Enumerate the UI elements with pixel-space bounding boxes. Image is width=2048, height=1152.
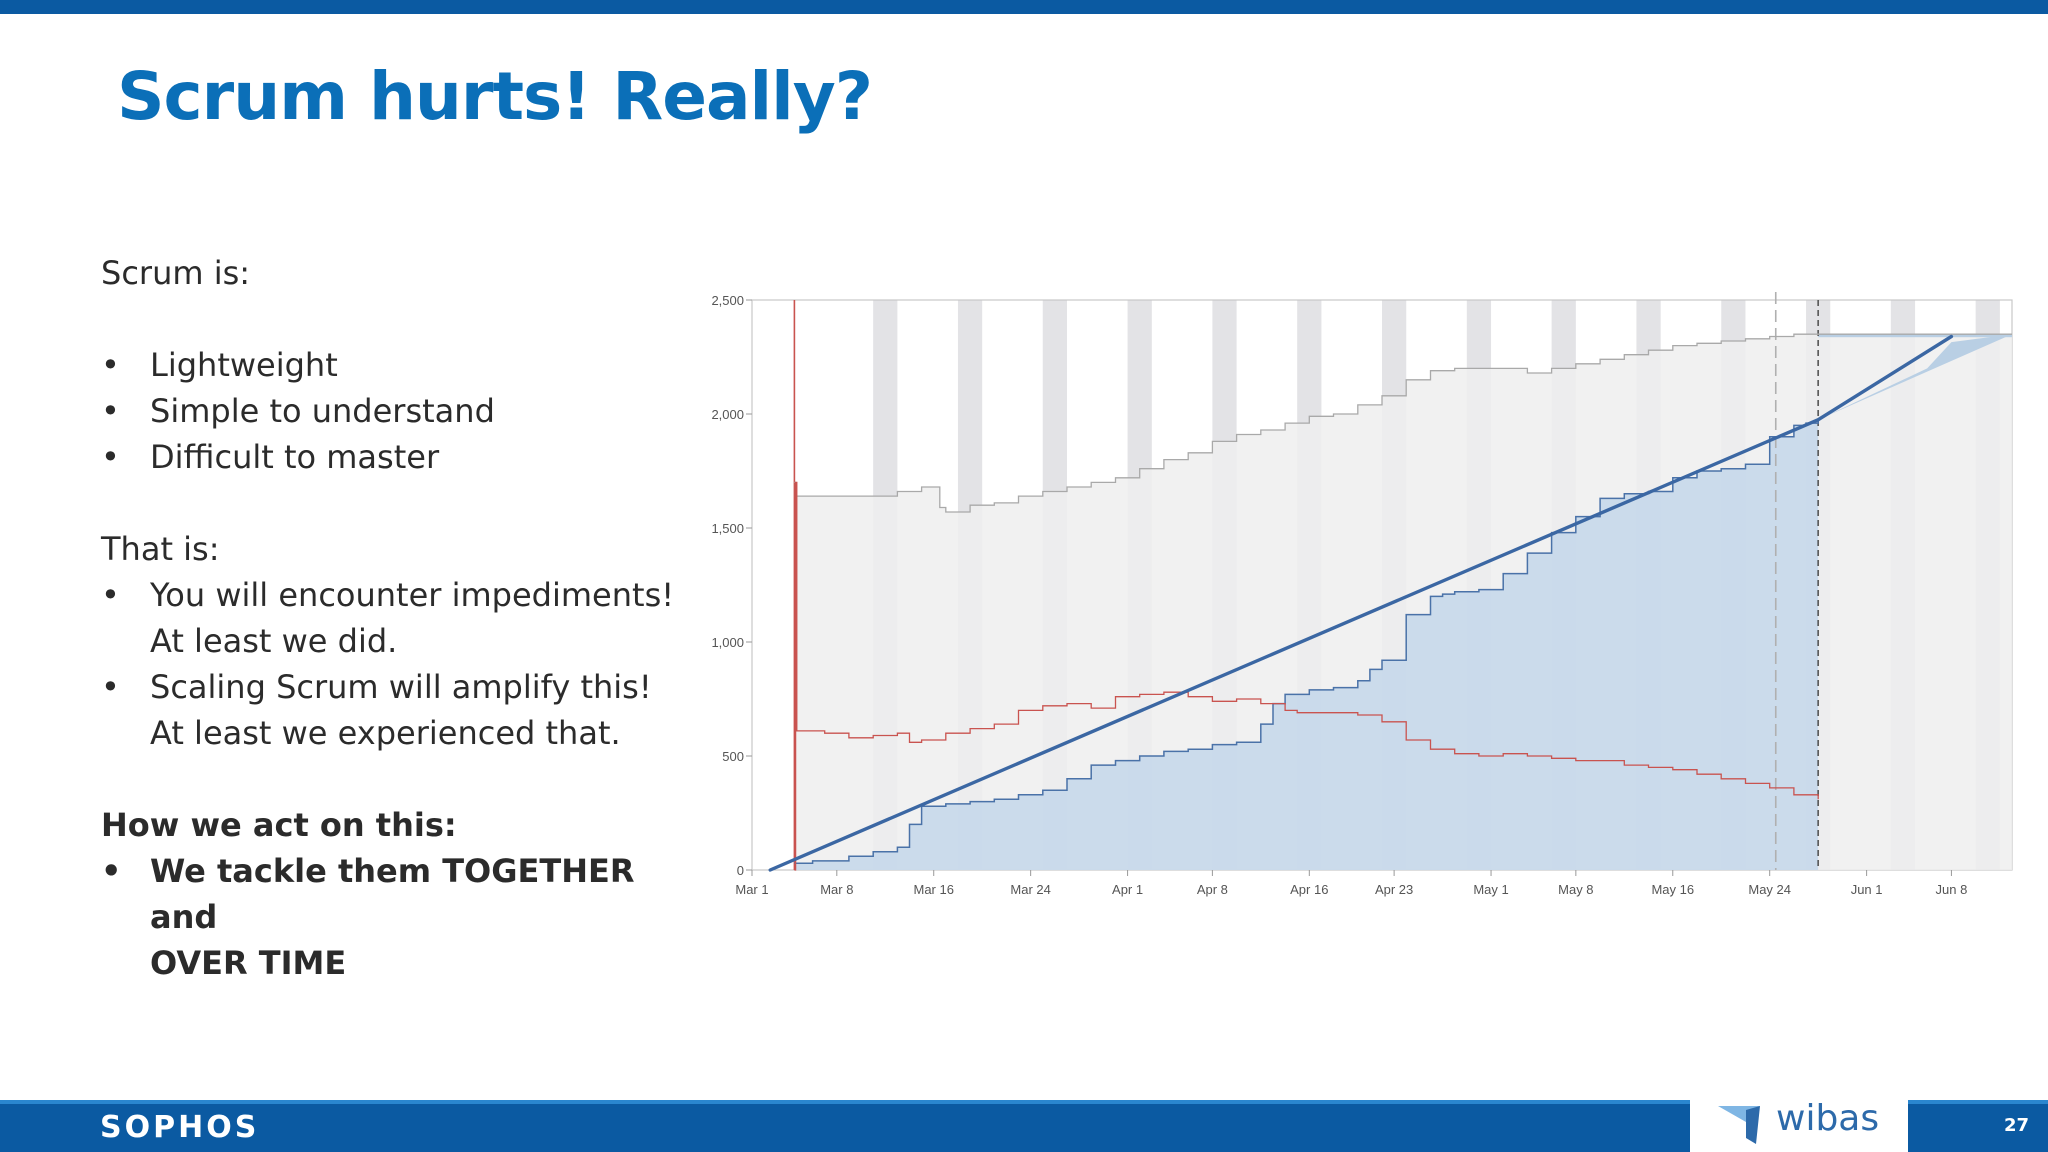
that-is-bullet-list: You will encounter impediments! At least… [101,572,691,756]
forecast-band [1818,334,2012,338]
y-tick-label-3: 1,500 [711,521,744,536]
bullet-scaling-line1: Scaling Scrum will amplify this! [150,668,652,706]
bullet-lightweight: Lightweight [101,342,691,388]
remaining-line [794,481,1819,871]
wibas-logo-box [1690,1086,1908,1152]
bullet-impediments-line2: At least we did. [150,622,398,660]
bullet-together-line1: We tackle them TOGETHER and [150,852,635,936]
chart-lines [768,333,2012,872]
wibas-logo-icon [1718,1106,1760,1144]
scope-line [794,333,2012,513]
bullet-difficult: Difficult to master [101,434,691,480]
action-heading: How we act on this: [101,806,457,844]
y-tick-label-4: 2,000 [711,407,744,422]
x-tick-label-12: Jun 1 [1851,882,1883,897]
x-tick-label-7: Apr 23 [1375,882,1413,897]
intro-text: Scrum is: [101,254,251,292]
bullet-simple: Simple to understand [101,388,691,434]
x-tick-label-11: May 24 [1748,882,1791,897]
x-tick-label-0: Mar 1 [735,882,768,897]
completed-line [794,419,1819,864]
intro-bullet-list: Lightweight Simple to understand Difficu… [101,342,691,480]
bullet-impediments: You will encounter impediments! At least… [101,572,691,664]
x-tick-label-13: Jun 8 [1936,882,1968,897]
y-tick-label-0: 0 [737,863,744,878]
bullet-together-line2: OVER TIME [150,944,347,982]
x-tick-label-1: Mar 8 [820,882,853,897]
y-tick-label-2: 1,000 [711,635,744,650]
x-tick-label-8: May 1 [1473,882,1508,897]
wibas-logo-text: wibas [1776,1098,1880,1139]
ideal-line [768,334,1954,872]
top-accent-bar [0,0,2048,14]
burnup-chart: 0 500 1,000 1,500 2,000 2,500 Mar 1 Mar 8 Mar 16… [711,292,2013,897]
x-tick-label-3: Mar 24 [1010,882,1050,897]
chart-axes: 0 500 1,000 1,500 2,000 2,500 Mar 1 Mar 8 Mar 16… [711,293,1967,897]
x-tick-label-2: Mar 16 [913,882,953,897]
completed-area [794,419,1819,870]
x-tick-label-5: Apr 8 [1197,882,1228,897]
x-tick-label-4: Apr 1 [1112,882,1143,897]
text-content: Scrum is: Lightweight Simple to understa… [101,250,691,986]
y-tick-label-1: 500 [722,749,744,764]
x-tick-label-9: May 8 [1558,882,1593,897]
chart-markers [793,292,1819,870]
action-bullet-list: We tackle them TOGETHER and OVER TIME [101,848,691,986]
bullet-scaling: Scaling Scrum will amplify this! At leas… [101,664,691,756]
page-number: 27 [2004,1115,2030,1136]
x-tick-label-6: Apr 16 [1290,882,1328,897]
bullet-impediments-line1: You will encounter impediments! [150,576,675,614]
y-tick-label-5: 2,500 [711,293,744,308]
bullet-scaling-line2: At least we experienced that. [150,714,621,752]
sophos-logo: SOPHOS [100,1110,260,1145]
that-is-text: That is: [101,530,220,568]
slide-title: Scrum hurts! Really? [117,58,873,135]
x-tick-label-10: May 16 [1651,882,1694,897]
bullet-together: We tackle them TOGETHER and OVER TIME [101,848,691,986]
